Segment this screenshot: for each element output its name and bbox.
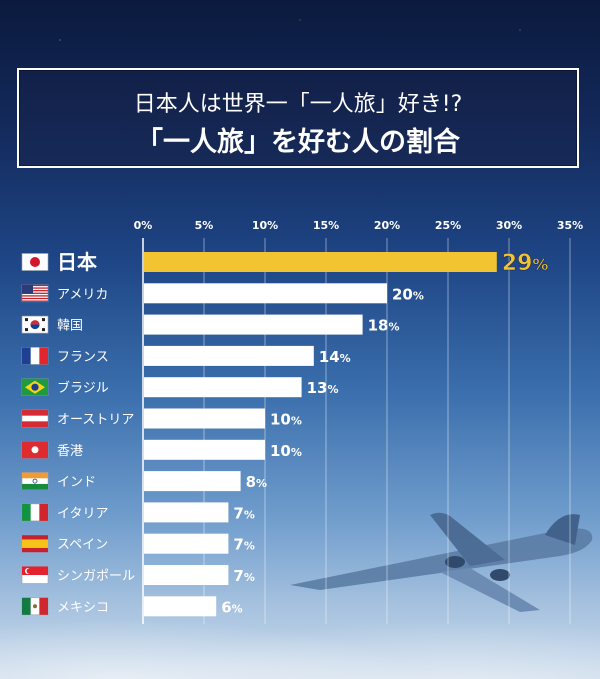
bar — [144, 408, 265, 429]
italy-flag — [21, 503, 49, 522]
x-tick-labels: 0% 5% 10% 15% 20% 25% 30% 35% — [134, 219, 584, 232]
value-label: 29% — [502, 251, 549, 276]
india-flag — [21, 472, 49, 490]
japan-flag — [21, 253, 49, 271]
value-label: 6% — [221, 598, 242, 616]
bar — [144, 596, 217, 617]
bar-row: シンガポール 7% — [21, 565, 255, 585]
bar-row: スペイン 7% — [21, 533, 255, 554]
korea-flag — [21, 315, 49, 334]
bar — [144, 471, 241, 492]
category-label: メキシコ — [57, 600, 109, 615]
x-tick-label: 20% — [374, 219, 400, 232]
category-label: アメリカ — [57, 287, 108, 302]
category-label: 韓国 — [57, 319, 83, 334]
x-tick-label: 10% — [252, 219, 278, 232]
chart-subtitle: 「一人旅」を好む人の割合 — [136, 127, 460, 158]
bar-row: インド 8% — [21, 471, 267, 492]
bar-row: 日本 29% — [21, 250, 549, 276]
bar-row: イタリア 7% — [21, 502, 255, 523]
value-label: 8% — [246, 473, 267, 491]
france-flag — [21, 347, 49, 365]
category-label: 香港 — [57, 444, 83, 459]
bar-row: ブラジル 13% — [21, 377, 339, 398]
value-label: 14% — [319, 348, 351, 366]
title-box: 日本人は世界一「一人旅」好き!? 「一人旅」を好む人の割合 — [17, 68, 579, 168]
category-label: 日本 — [57, 250, 97, 274]
austria-flag — [21, 409, 49, 428]
bars: 日本 29% アメリカ 20% 韓国 18% フランス 14% ブラジル 13% オーストリア 10%… — [21, 250, 549, 617]
bar — [144, 502, 229, 523]
category-label: インド — [57, 475, 96, 490]
bar-row: 香港 10% — [21, 439, 302, 460]
x-tick-label: 0% — [134, 219, 153, 232]
x-tick-label: 5% — [195, 219, 214, 232]
airplane-illustration — [290, 512, 593, 612]
bar-row: オーストリア 10% — [21, 408, 302, 429]
singapore-flag — [21, 566, 49, 584]
bar-row: メキシコ 6% — [21, 596, 243, 617]
x-tick-label: 35% — [557, 219, 583, 232]
category-label: オーストリア — [57, 413, 134, 428]
category-label: イタリア — [57, 506, 108, 521]
category-label: シンガポール — [57, 569, 135, 584]
bar — [144, 377, 302, 398]
value-label: 13% — [307, 379, 339, 397]
hongkong-flag — [21, 440, 49, 459]
mexico-flag — [21, 597, 49, 616]
usa-flag — [21, 284, 49, 303]
x-tick-label: 15% — [313, 219, 339, 232]
spain-flag — [21, 534, 49, 553]
brazil-flag — [21, 378, 49, 397]
category-label: フランス — [57, 350, 109, 365]
bar — [144, 314, 363, 335]
bar-row: アメリカ 20% — [21, 283, 424, 304]
bar — [144, 533, 229, 554]
value-label: 18% — [368, 317, 400, 335]
bar-row: フランス 14% — [21, 345, 351, 366]
value-label: 7% — [233, 536, 254, 554]
bar-row: 韓国 18% — [21, 314, 400, 335]
value-label: 10% — [270, 442, 302, 460]
x-tick-label: 25% — [435, 219, 461, 232]
category-label: ブラジル — [57, 380, 109, 396]
value-label: 20% — [392, 285, 424, 303]
bar — [144, 283, 387, 304]
value-label: 7% — [233, 504, 254, 522]
value-label: 7% — [233, 567, 254, 585]
chart-title: 日本人は世界一「一人旅」好き!? — [133, 92, 463, 117]
bar-highlighted — [144, 252, 497, 272]
value-label: 10% — [270, 411, 302, 429]
bar — [144, 345, 314, 366]
bar — [144, 565, 229, 585]
category-label: スペイン — [57, 538, 108, 553]
x-tick-label: 30% — [496, 219, 522, 232]
bar — [144, 439, 265, 460]
